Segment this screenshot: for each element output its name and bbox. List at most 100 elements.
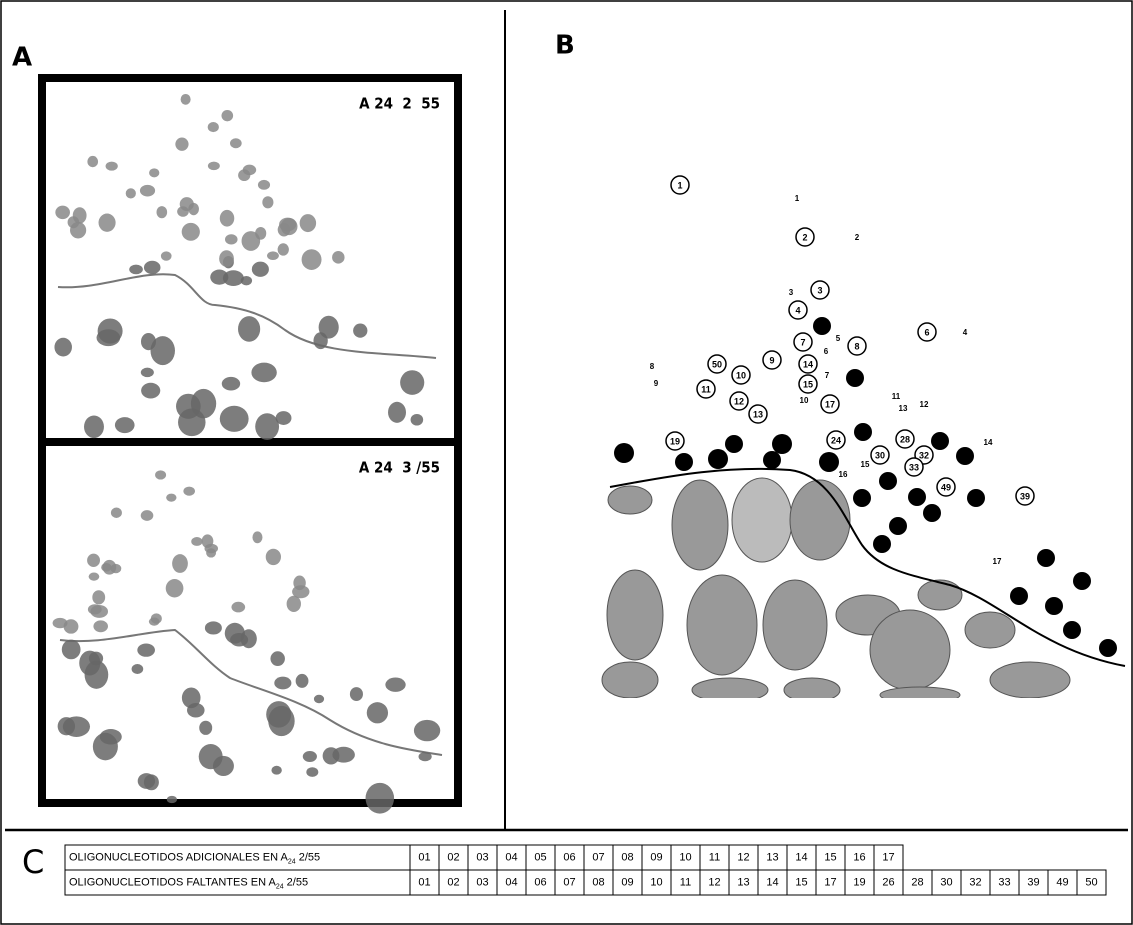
open-circle [748,404,768,424]
spot [54,337,72,357]
spot [55,205,70,220]
spot [84,660,109,689]
spot [262,196,274,209]
spot [266,701,292,728]
spot [160,251,172,261]
open-circle [729,391,749,411]
open-circle [762,350,782,370]
spot [105,161,118,171]
cell-text: 28 [911,876,923,888]
spot [219,250,234,267]
cell-text: 02 [447,876,459,888]
spot [231,601,246,613]
open-circle [696,379,716,399]
gel-label: A 24 2 55 [359,95,440,113]
spot [731,477,793,563]
circle-label: 39 [1020,491,1030,501]
spot [271,765,282,775]
spot [87,604,102,615]
open-circle [798,374,818,394]
spot [97,318,123,344]
circle-label: 32 [919,450,929,460]
spot [964,611,1016,649]
spot [84,415,104,439]
spot [137,643,155,657]
circle-label: 6 [924,327,929,337]
circle-label: 19 [670,436,680,446]
spot [313,694,325,704]
open-circle [795,227,815,247]
spot [179,197,194,212]
open-circle [731,365,751,385]
open-circle [793,332,813,352]
open-circle [788,300,808,320]
open-circle [810,280,830,300]
spot [286,595,301,613]
spot-label: 8 [650,362,655,371]
spot [165,579,184,598]
circle-label: 33 [909,462,919,472]
spot-label: 17 [993,557,1002,566]
spot [365,782,395,814]
open-circle [847,336,867,356]
spot [671,479,729,571]
spot [410,413,424,426]
open-circle [936,477,956,497]
circle-label: 28 [900,434,910,444]
spot-label: 16 [839,470,848,479]
circle-label: 14 [803,359,813,369]
spot [212,755,234,776]
circle-label: 50 [712,359,722,369]
circle-label: 9 [769,355,774,365]
spot [238,316,261,342]
spot [67,216,80,229]
spot [140,510,154,521]
spot [99,729,122,745]
spot [251,261,269,277]
spot-label: 2 [855,233,860,242]
cell-text: 17 [824,876,836,888]
spot [156,206,168,219]
circle-label: 24 [831,435,841,445]
spot [225,234,238,245]
spot [148,617,160,626]
spot [241,231,261,251]
open-circle [917,322,937,342]
spot-label: 5 [836,334,841,343]
circle-label: 11 [701,384,711,394]
spot [221,376,241,391]
spot-label: 10 [800,396,809,405]
spot [302,751,317,763]
boundary-line [609,467,1126,667]
spot [125,188,136,199]
row-label-text: 2/55 [296,851,320,863]
row-label-sub: 24 [276,883,284,890]
cell-text: 09 [621,876,633,888]
spot-label: 9 [654,379,659,388]
cell-text: 04 [505,851,517,863]
cell-text: 01 [418,851,430,863]
spot [180,93,191,105]
spot [252,531,263,544]
cell-text: 17 [882,851,894,863]
spot [606,569,664,661]
table-cell [1076,869,1107,896]
boundary-line [57,273,437,359]
spot [292,585,310,599]
open-circle [870,445,890,465]
spot [207,122,219,133]
spot [295,673,309,688]
cell-text: 05 [534,851,546,863]
spot-label: 1 [795,194,800,203]
spot [175,137,189,151]
table: OLIGONUCLEOTIDOS ADICIONALES EN A24 2/55… [64,844,1107,896]
spot [62,716,90,737]
spot [129,264,143,275]
spot [139,184,156,197]
cell-text: 09 [650,851,662,863]
spot [257,179,271,190]
open-circle [1015,486,1035,506]
spot [181,687,201,709]
spot [270,651,285,666]
spot-label: 14 [984,438,993,447]
